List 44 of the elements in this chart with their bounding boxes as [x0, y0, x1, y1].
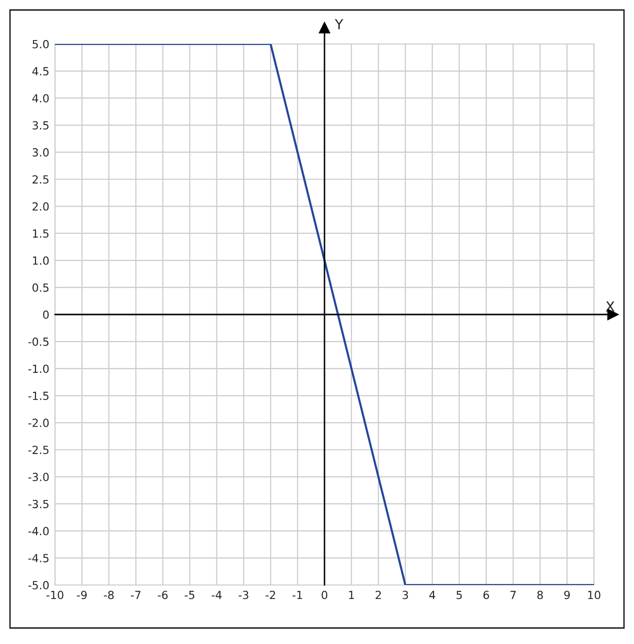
y-tick-label: -1.5 — [28, 392, 48, 400]
x-tick-label: 6 — [483, 590, 490, 600]
y-tick-label: 0 — [43, 310, 49, 319]
x-tick-label: -7 — [130, 590, 140, 599]
y-tick-label: 5.0 — [32, 40, 49, 48]
y-tick-label: -3.0 — [28, 472, 49, 482]
y-tick-label: 1.0 — [32, 256, 49, 265]
y-tick-label: 2.0 — [32, 202, 49, 211]
y-tick-label: 3.0 — [32, 148, 49, 157]
y-tick-label: 0.5 — [32, 283, 48, 292]
x-tick-label: 2 — [376, 590, 381, 599]
x-tick-label: 1 — [349, 590, 354, 599]
y-tick-label: -0.5 — [28, 338, 48, 346]
x-tick-label: 8 — [537, 590, 543, 600]
x-tick-label: -5 — [184, 590, 194, 600]
x-tick-label: 3 — [402, 590, 408, 600]
x-tick-label: -9 — [76, 590, 87, 600]
x-tick-label: 9 — [564, 590, 570, 600]
x-tick-label: -6 — [158, 590, 168, 600]
y-tick-label: -1.0 — [28, 364, 49, 373]
x-tick-label: -1 — [292, 590, 302, 599]
x-tick-label: 0 — [322, 590, 328, 600]
x-axis-title: X — [606, 301, 614, 312]
x-tick-label: 5 — [456, 590, 462, 600]
y-tick-label: -4.0 — [28, 526, 49, 536]
x-tick-label: 4 — [429, 590, 436, 599]
y-tick-label: -4.5 — [28, 554, 48, 562]
y-tick-label: 4.5 — [32, 67, 48, 76]
y-axis-title: Y — [334, 19, 344, 30]
x-tick-label: 7 — [510, 590, 516, 599]
y-tick-label: 4.0 — [32, 94, 49, 102]
y-tick-label: 2.5 — [32, 175, 48, 184]
x-tick-label: -4 — [212, 590, 222, 599]
y-tick-label: -3.5 — [28, 500, 48, 508]
x-tick-label: -8 — [104, 590, 114, 600]
y-tick-label: -2.0 — [28, 418, 49, 428]
x-tick-label: -10 — [46, 590, 64, 600]
x-tick-label: -2 — [266, 590, 276, 599]
x-tick-label: -3 — [238, 590, 248, 600]
y-tick-label: -5.0 — [28, 580, 49, 590]
y-tick-label: 1.5 — [32, 229, 48, 238]
y-tick-label: -2.5 — [28, 446, 48, 454]
y-tick-label: 3.5 — [32, 121, 48, 130]
x-tick-label: 10 — [588, 590, 600, 600]
